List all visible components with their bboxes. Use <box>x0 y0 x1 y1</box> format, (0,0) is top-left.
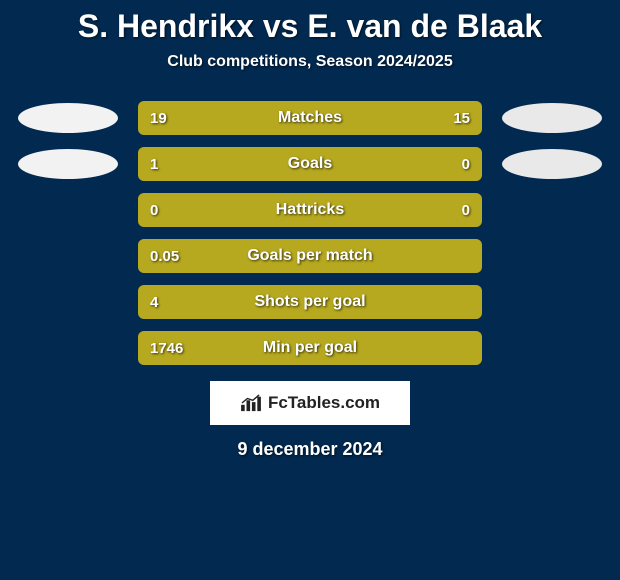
subtitle: Club competitions, Season 2024/2025 <box>0 53 620 71</box>
badge-spacer <box>18 195 118 225</box>
fctables-logo: FcTables.com <box>210 381 410 425</box>
badge-spacer <box>502 195 602 225</box>
bar-left-fill <box>138 331 482 365</box>
stat-row: 00Hattricks <box>0 193 620 227</box>
bar-left-fill <box>138 101 330 135</box>
player-right-badge <box>502 149 602 179</box>
badge-spacer <box>502 241 602 271</box>
stat-bar: 10Goals <box>138 147 482 181</box>
bar-left-fill <box>138 285 482 319</box>
badge-spacer <box>18 241 118 271</box>
date-label: 9 december 2024 <box>0 439 620 460</box>
stat-row: 0.05Goals per match <box>0 239 620 273</box>
badge-spacer <box>502 333 602 363</box>
stat-row: 10Goals <box>0 147 620 181</box>
player-right-badge <box>502 103 602 133</box>
stat-row: 1746Min per goal <box>0 331 620 365</box>
player-left-badge <box>18 149 118 179</box>
stat-bar: 1746Min per goal <box>138 331 482 365</box>
stat-row: 4Shots per goal <box>0 285 620 319</box>
bar-right-fill <box>330 101 482 135</box>
stat-bar: 4Shots per goal <box>138 285 482 319</box>
badge-spacer <box>18 333 118 363</box>
stat-bar: 1915Matches <box>138 101 482 135</box>
badge-spacer <box>502 287 602 317</box>
chart-icon <box>240 394 262 412</box>
bar-left-fill <box>138 147 399 181</box>
player-left-badge <box>18 103 118 133</box>
stat-bar: 0.05Goals per match <box>138 239 482 273</box>
bar-left-fill <box>138 239 482 273</box>
logo-text: FcTables.com <box>268 393 380 413</box>
page-title: S. Hendrikx vs E. van de Blaak <box>0 0 620 45</box>
badge-spacer <box>18 287 118 317</box>
stat-row: 1915Matches <box>0 101 620 135</box>
stat-bar: 00Hattricks <box>138 193 482 227</box>
stat-rows: 1915Matches 10Goals 00Hattricks 0.05Goals p… <box>0 101 620 365</box>
bar-left-fill <box>138 193 482 227</box>
bar-right-fill <box>399 147 482 181</box>
